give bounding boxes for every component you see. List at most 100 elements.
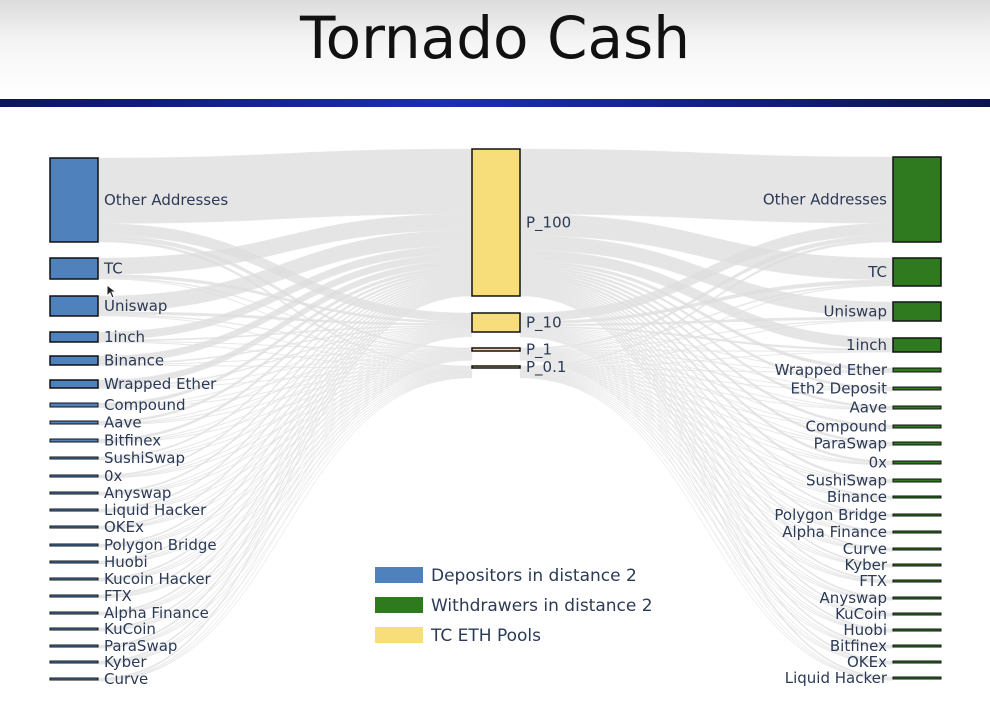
withdrawer-label-0x: 0x — [869, 454, 888, 472]
withdrawer-label-liquid-hacker: Liquid Hacker — [785, 669, 888, 687]
withdrawer-node-aave — [892, 405, 942, 410]
slide-header — [0, 0, 990, 100]
withdrawer-label-polygon-bridge: Polygon Bridge — [774, 506, 887, 524]
depositor-node-kucoin-hacker — [49, 577, 99, 581]
depositor-node-aave — [49, 420, 99, 425]
pool-node-p-1 — [471, 347, 521, 352]
depositor-label-anyswap: Anyswap — [104, 484, 171, 502]
withdrawer-label-okex: OKEx — [847, 653, 887, 671]
depositor-node-uniswap — [49, 295, 99, 317]
depositor-node-other-addresses — [49, 157, 99, 243]
depositor-label-paraswap: ParaSwap — [104, 637, 177, 655]
pool-node-p-10 — [471, 312, 521, 333]
withdrawer-label-huobi: Huobi — [843, 621, 887, 639]
withdrawer-node-kucoin — [892, 612, 942, 616]
pool-label-p-0-1: P_0.1 — [526, 358, 566, 377]
depositor-node-polygon-bridge — [49, 543, 99, 547]
depositor-node-curve — [49, 677, 99, 681]
pool-label-p-1: P_1 — [526, 341, 552, 360]
withdrawer-node-sushiswap — [892, 478, 942, 483]
withdrawer-node-ftx — [892, 579, 942, 583]
withdrawer-label-1inch: 1inch — [846, 336, 887, 354]
legend-label-depositors-in-distance-2: Depositors in distance 2 — [431, 566, 637, 586]
depositor-label-huobi: Huobi — [104, 553, 148, 571]
depositor-label-other-addresses: Other Addresses — [104, 191, 228, 209]
legend-swatch-tc-eth-pools — [375, 627, 423, 643]
withdrawer-label-wrapped-ether: Wrapped Ether — [775, 361, 888, 379]
mouse-cursor-icon — [106, 284, 118, 299]
withdrawer-label-eth2-deposit: Eth2 Deposit — [790, 380, 887, 398]
withdrawer-node-kyber — [892, 563, 942, 567]
link-withdraw-15-3 — [519, 373, 894, 568]
withdrawer-label-uniswap: Uniswap — [824, 303, 887, 321]
depositor-label-kucoin-hacker: Kucoin Hacker — [104, 570, 212, 588]
depositor-label-0x: 0x — [104, 467, 123, 485]
depositor-node-wrapped-ether — [49, 379, 99, 389]
depositor-label-liquid-hacker: Liquid Hacker — [104, 501, 207, 519]
depositor-label-kucoin: KuCoin — [104, 620, 156, 638]
withdrawer-node-other-addresses — [892, 156, 942, 243]
depositor-node-sushiswap — [49, 456, 99, 460]
withdrawer-node-huobi — [892, 628, 942, 632]
pool-node-p-0-1 — [471, 365, 521, 369]
depositor-node-ftx — [49, 594, 99, 598]
withdrawer-node-liquid-hacker — [892, 676, 942, 680]
withdrawer-node-curve — [892, 547, 942, 551]
withdrawer-label-paraswap: ParaSwap — [814, 435, 887, 453]
link-withdraw-0-0 — [519, 148, 894, 224]
sankey-nodes: Other Addresses TC Uniswap 1inch Binance Wrap… — [49, 148, 942, 688]
depositor-label-wrapped-ether: Wrapped Ether — [104, 375, 217, 393]
withdrawer-label-alpha-finance: Alpha Finance — [782, 523, 887, 541]
depositor-node-paraswap — [49, 644, 99, 648]
withdrawer-node-compound — [892, 424, 942, 429]
link-withdraw-22-3 — [519, 377, 894, 681]
depositor-label-curve: Curve — [104, 670, 148, 688]
legend-swatch-depositors-in-distance-2 — [375, 567, 423, 583]
link-withdraw-21-3 — [519, 376, 894, 665]
depositor-label-compound: Compound — [104, 396, 186, 414]
depositor-label-polygon-bridge: Polygon Bridge — [104, 536, 217, 554]
withdrawer-node-polygon-bridge — [892, 513, 942, 517]
depositor-node-liquid-hacker — [49, 508, 99, 512]
withdrawer-label-curve: Curve — [843, 540, 887, 558]
depositor-node-1inch — [49, 331, 99, 343]
legend: Depositors in distance 2 Withdrawers in d… — [375, 566, 653, 646]
depositor-label-alpha-finance: Alpha Finance — [104, 604, 209, 622]
withdrawer-node-okex — [892, 660, 942, 664]
withdrawer-node-binance — [892, 495, 942, 499]
withdrawer-node-tc — [892, 257, 942, 287]
depositor-node-huobi — [49, 560, 99, 564]
pool-node-p-100 — [471, 148, 521, 297]
withdrawer-node-wrapped-ether — [892, 367, 942, 373]
withdrawer-label-aave: Aave — [849, 399, 887, 417]
withdrawer-node-uniswap — [892, 301, 942, 322]
depositor-label-bitfinex: Bitfinex — [104, 432, 161, 450]
withdrawer-label-sushiswap: SushiSwap — [806, 472, 887, 490]
depositor-label-aave: Aave — [104, 414, 142, 432]
link-deposit-22-3 — [97, 377, 473, 682]
withdrawer-label-kyber: Kyber — [844, 556, 887, 574]
depositor-node-tc — [49, 257, 99, 280]
depositor-label-sushiswap: SushiSwap — [104, 449, 185, 467]
depositor-label-1inch: 1inch — [104, 328, 145, 346]
link-deposit-0-0 — [97, 148, 473, 224]
sankey-links — [97, 148, 894, 682]
depositor-label-binance: Binance — [104, 352, 164, 370]
link-deposit-22-1 — [97, 335, 473, 681]
link-withdraw-20-3 — [519, 376, 894, 649]
withdrawer-node-paraswap — [892, 441, 942, 446]
withdrawer-label-compound: Compound — [806, 418, 888, 436]
withdrawer-node-0x — [892, 460, 942, 465]
withdrawer-label-binance: Binance — [827, 488, 887, 506]
depositor-node-kyber — [49, 660, 99, 664]
withdrawer-node-bitfinex — [892, 644, 942, 648]
legend-swatch-withdrawers-in-distance-2 — [375, 597, 423, 613]
depositor-label-uniswap: Uniswap — [104, 297, 167, 315]
withdrawer-label-ftx: FTX — [859, 572, 887, 590]
withdrawer-node-anyswap — [892, 596, 942, 600]
title-rule — [0, 99, 990, 107]
withdrawer-label-other-addresses: Other Addresses — [763, 191, 887, 209]
slide-title: Tornado Cash — [300, 4, 690, 72]
withdrawer-node-alpha-finance — [892, 530, 942, 534]
